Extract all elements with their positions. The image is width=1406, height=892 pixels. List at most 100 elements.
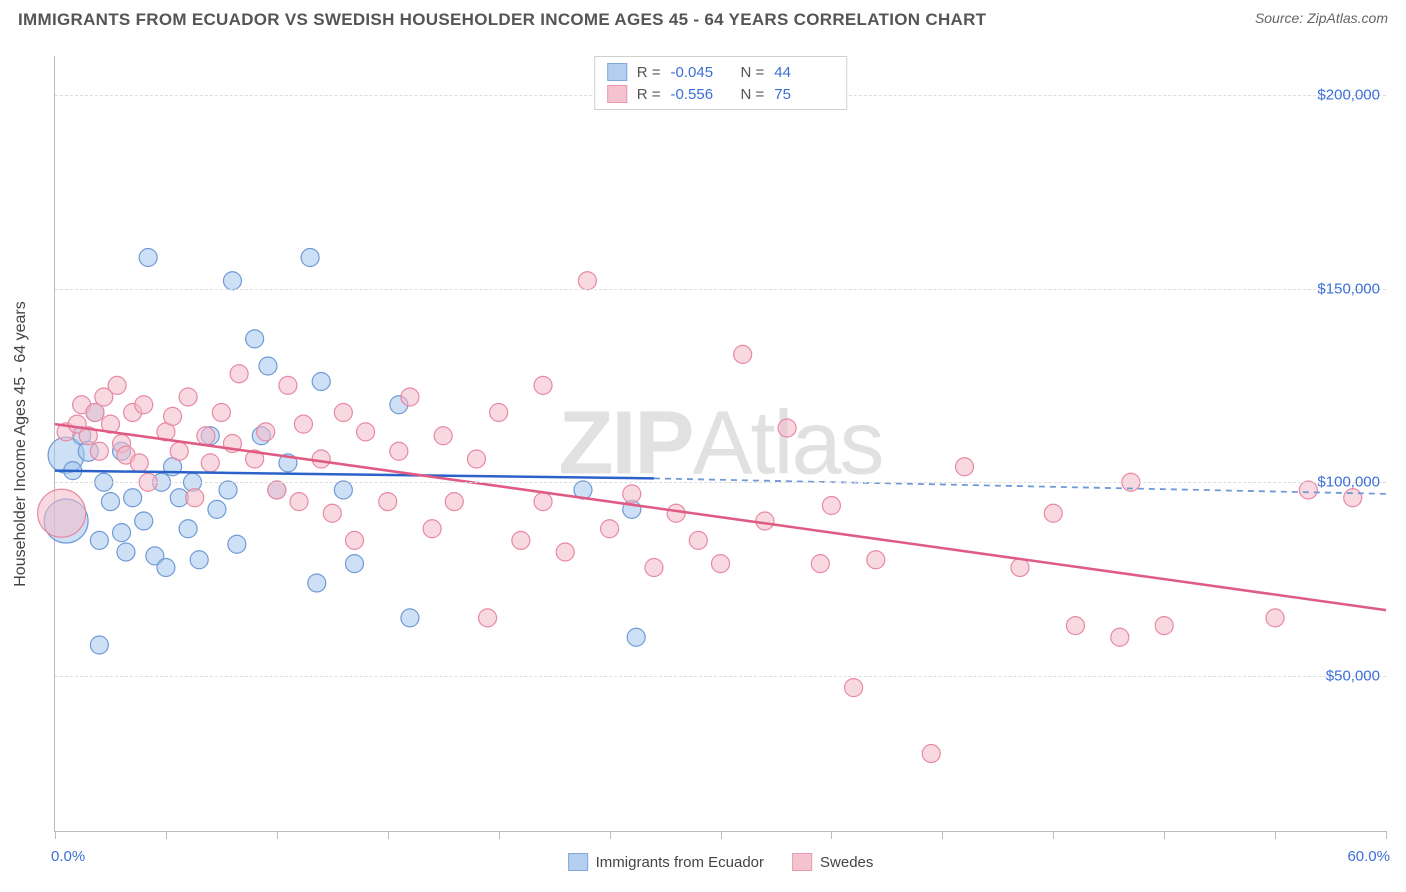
data-point-swedes (922, 745, 940, 763)
data-point-swedes (323, 504, 341, 522)
data-point-swedes (434, 427, 452, 445)
data-point-swedes (345, 531, 363, 549)
data-point-swedes (534, 376, 552, 394)
data-point-swedes (108, 376, 126, 394)
data-point-ecuador (190, 551, 208, 569)
data-point-swedes (822, 497, 840, 515)
data-point-swedes (956, 458, 974, 476)
correlation-legend: R =-0.045 N =44 R =-0.556 N =75 (594, 56, 848, 110)
y-axis-title: Householder Income Ages 45 - 64 years (12, 301, 30, 587)
data-point-ecuador (101, 493, 119, 511)
legend-row-ecuador: R =-0.045 N =44 (607, 61, 835, 83)
data-point-ecuador (90, 636, 108, 654)
data-point-swedes (845, 679, 863, 697)
swatch-swedes (607, 85, 627, 103)
data-point-swedes (645, 559, 663, 577)
series-legend: Immigrants from Ecuador Swedes (568, 853, 874, 871)
x-tick (831, 831, 832, 839)
data-point-swedes (230, 365, 248, 383)
data-point-ecuador (334, 481, 352, 499)
trendline-swedes (55, 424, 1386, 610)
x-tick (388, 831, 389, 839)
data-point-swedes (467, 450, 485, 468)
trendline-dash-ecuador (654, 478, 1386, 494)
data-point-swedes (1266, 609, 1284, 627)
scatter-svg (55, 56, 1386, 831)
x-tick (499, 831, 500, 839)
y-tick-label: $50,000 (1326, 668, 1380, 685)
data-point-ecuador (90, 531, 108, 549)
x-tick (277, 831, 278, 839)
y-tick-label: $150,000 (1317, 280, 1380, 297)
data-point-swedes (1155, 617, 1173, 635)
data-point-swedes (423, 520, 441, 538)
data-point-swedes (601, 520, 619, 538)
data-point-ecuador (139, 249, 157, 267)
data-point-swedes (1066, 617, 1084, 635)
data-point-swedes (135, 396, 153, 414)
data-point-swedes (294, 415, 312, 433)
legend-item-ecuador: Immigrants from Ecuador (568, 853, 764, 871)
data-point-ecuador (135, 512, 153, 530)
data-point-swedes (778, 419, 796, 437)
data-point-swedes (197, 427, 215, 445)
data-point-swedes (212, 404, 230, 422)
legend-row-swedes: R =-0.556 N =75 (607, 83, 835, 105)
x-tick (942, 831, 943, 839)
data-point-swedes (130, 454, 148, 472)
y-tick-label: $100,000 (1317, 474, 1380, 491)
data-point-swedes (179, 388, 197, 406)
data-point-swedes (1344, 489, 1362, 507)
data-point-swedes (479, 609, 497, 627)
x-tick (1275, 831, 1276, 839)
data-point-swedes (1111, 628, 1129, 646)
data-point-ecuador (627, 628, 645, 646)
swatch-ecuador (607, 63, 627, 81)
data-point-ecuador (312, 373, 330, 391)
data-point-swedes (201, 454, 219, 472)
x-axis-min-label: 0.0% (51, 848, 85, 865)
data-point-swedes (312, 450, 330, 468)
data-point-swedes (623, 485, 641, 503)
data-point-swedes (534, 493, 552, 511)
gridline (55, 482, 1386, 483)
data-point-swedes (1011, 559, 1029, 577)
page-title: IMMIGRANTS FROM ECUADOR VS SWEDISH HOUSE… (18, 10, 986, 30)
data-point-swedes (667, 504, 685, 522)
data-point-swedes (390, 442, 408, 460)
data-point-swedes (268, 481, 286, 499)
swatch-swedes-icon (792, 853, 812, 871)
data-point-swedes (279, 376, 297, 394)
x-tick (1053, 831, 1054, 839)
data-point-ecuador (208, 500, 226, 518)
data-point-swedes (512, 531, 530, 549)
legend-item-swedes: Swedes (792, 853, 873, 871)
data-point-swedes (401, 388, 419, 406)
data-point-swedes (1299, 481, 1317, 499)
gridline (55, 676, 1386, 677)
data-point-swedes (90, 442, 108, 460)
x-tick (610, 831, 611, 839)
data-point-ecuador (259, 357, 277, 375)
data-point-swedes (811, 555, 829, 573)
data-point-swedes (445, 493, 463, 511)
data-point-ecuador (228, 535, 246, 553)
data-point-swedes (490, 404, 508, 422)
chart-plot-area: Householder Income Ages 45 - 64 years ZI… (54, 56, 1386, 832)
y-tick-label: $200,000 (1317, 86, 1380, 103)
data-point-swedes (38, 489, 86, 537)
data-point-ecuador (301, 249, 319, 267)
gridline (55, 289, 1386, 290)
data-point-ecuador (219, 481, 237, 499)
data-point-swedes (867, 551, 885, 569)
data-point-swedes (334, 404, 352, 422)
data-point-ecuador (345, 555, 363, 573)
data-point-ecuador (246, 330, 264, 348)
data-point-swedes (186, 489, 204, 507)
x-tick (1386, 831, 1387, 839)
swatch-ecuador-icon (568, 853, 588, 871)
data-point-ecuador (179, 520, 197, 538)
x-tick (721, 831, 722, 839)
data-point-swedes (164, 407, 182, 425)
data-point-swedes (756, 512, 774, 530)
